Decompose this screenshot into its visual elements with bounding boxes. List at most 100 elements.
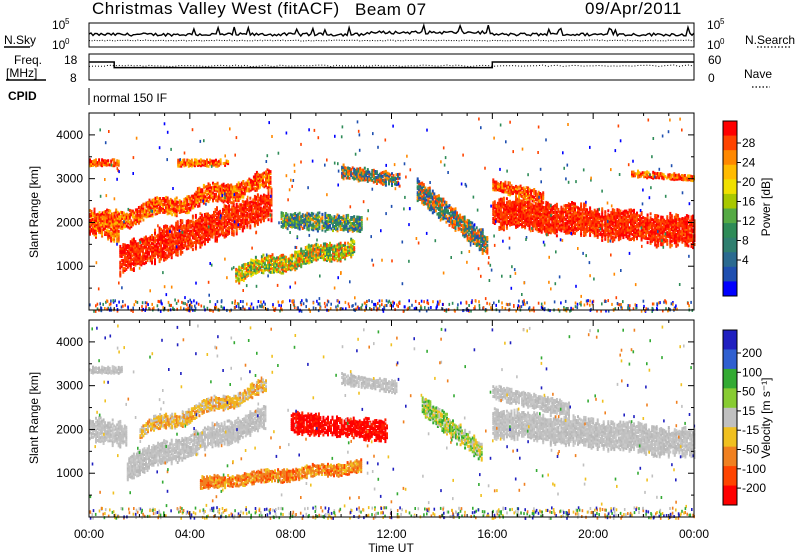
data-cell (122, 258, 125, 262)
data-cell (269, 170, 272, 174)
data-cell (166, 204, 169, 208)
data-cell (122, 251, 125, 254)
data-cell (533, 216, 536, 220)
data-cell (359, 228, 362, 232)
data-cell (351, 221, 354, 225)
data-cell (298, 250, 301, 254)
data-cell (434, 203, 437, 207)
data-cell (509, 211, 511, 215)
data-cell (457, 228, 460, 232)
data-cell (357, 215, 360, 219)
data-cell (297, 260, 300, 264)
data-cell (195, 192, 198, 196)
data-cell (199, 164, 202, 168)
data-cell (236, 268, 239, 272)
data-cell (551, 211, 554, 215)
data-cell (143, 246, 146, 250)
data-cell (351, 225, 354, 229)
data-cell (195, 190, 198, 194)
data-cell (345, 248, 348, 251)
data-cell (246, 202, 249, 206)
data-cell (175, 202, 178, 206)
data-cell (205, 226, 208, 230)
data-cell (474, 228, 477, 232)
data-cell (327, 246, 330, 249)
data-cell (357, 167, 360, 171)
data-cell (204, 189, 207, 193)
data-cell (176, 247, 179, 251)
data-cell (360, 217, 363, 221)
data-cell (378, 178, 381, 182)
data-cell (138, 246, 141, 250)
data-cell (216, 208, 218, 212)
data-cell (533, 204, 536, 208)
data-cell (326, 223, 328, 227)
data-cell (149, 259, 152, 263)
data-cell (353, 219, 356, 223)
data-cell (218, 159, 221, 163)
data-cell (462, 225, 465, 229)
data-cell (129, 250, 132, 253)
data-cell (238, 209, 241, 213)
data-cell (259, 206, 262, 210)
data-cell (255, 176, 258, 180)
data-cell (175, 253, 178, 257)
data-cell (431, 207, 434, 211)
data-cell (512, 204, 514, 208)
data-cell (262, 199, 265, 203)
data-cell (521, 217, 524, 221)
data-cell (170, 256, 173, 260)
data-cell (502, 202, 505, 206)
data-cell (601, 238, 604, 242)
data-cell (257, 184, 260, 188)
data-cell (510, 201, 513, 205)
data-cell (344, 243, 347, 247)
data-cell (345, 251, 348, 255)
data-cell (453, 220, 455, 224)
data-cell (232, 215, 235, 219)
data-cell (611, 239, 614, 243)
data-cell (428, 192, 431, 196)
data-cell (574, 204, 576, 208)
data-cell (131, 268, 134, 272)
data-cell (537, 220, 540, 223)
data-cell (210, 234, 212, 238)
data-cell (269, 185, 272, 189)
data-cell (215, 198, 217, 202)
data-cell (265, 268, 268, 272)
data-cell (204, 164, 207, 167)
data-cell (215, 194, 217, 198)
data-cell (304, 259, 307, 263)
data-cell (144, 208, 146, 212)
data-cell (318, 249, 321, 253)
data-cell (442, 199, 445, 203)
data-cell (221, 183, 224, 187)
data-cell (235, 230, 238, 234)
data-cell (223, 231, 226, 235)
data-cell (98, 230, 101, 234)
data-cell (164, 240, 167, 244)
data-cell (348, 172, 351, 176)
data-cell (327, 248, 330, 251)
data-cell (504, 209, 507, 213)
data-cell (372, 172, 375, 176)
data-cell (175, 239, 178, 243)
data-cell (237, 205, 240, 209)
data-cell (273, 262, 275, 266)
data-cell (159, 210, 162, 214)
data-cell (366, 179, 369, 183)
data-cell (344, 241, 347, 245)
data-cell (251, 261, 254, 265)
data-cell (515, 216, 517, 219)
data-cell (271, 270, 274, 274)
data-cell (357, 179, 360, 183)
data-cell (248, 269, 251, 273)
data-cell (552, 217, 555, 220)
data-cell (220, 230, 223, 234)
data-cell (243, 192, 246, 196)
data-cell (498, 202, 501, 206)
data-cell (261, 207, 264, 211)
data-cell (306, 217, 309, 221)
noise-tick-left-bottom: 10 0 (52, 37, 70, 52)
data-cell (466, 222, 469, 226)
